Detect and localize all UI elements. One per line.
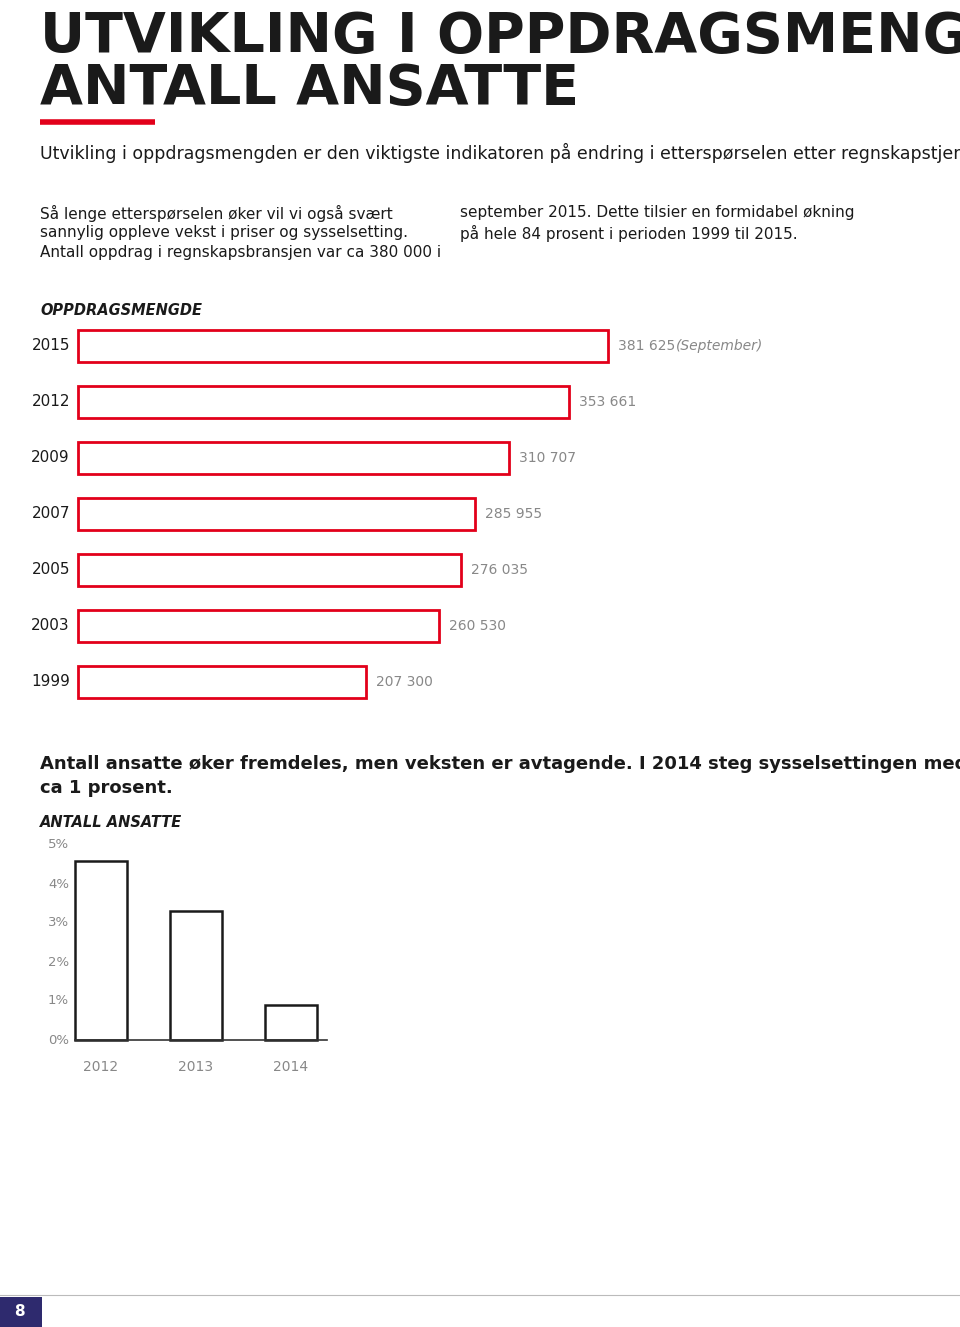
Bar bbox=[78, 442, 509, 474]
Bar bbox=[78, 498, 475, 529]
Text: 353 661: 353 661 bbox=[579, 395, 636, 409]
Bar bbox=[75, 861, 127, 1040]
Bar bbox=[78, 610, 440, 642]
Bar bbox=[78, 330, 608, 362]
Bar bbox=[265, 1005, 317, 1040]
Text: 2015: 2015 bbox=[32, 338, 70, 353]
Text: 2%: 2% bbox=[48, 955, 69, 969]
Text: ca 1 prosent.: ca 1 prosent. bbox=[40, 779, 173, 798]
Text: 2005: 2005 bbox=[32, 563, 70, 577]
Text: 2013: 2013 bbox=[179, 1060, 213, 1074]
Bar bbox=[170, 912, 222, 1040]
Text: 4%: 4% bbox=[48, 877, 69, 890]
Text: 8: 8 bbox=[14, 1304, 25, 1319]
Text: 2003: 2003 bbox=[32, 618, 70, 633]
Text: OPPDRAGSMENGDE: OPPDRAGSMENGDE bbox=[40, 303, 202, 318]
Text: på hele 84 prosent i perioden 1999 til 2015.: på hele 84 prosent i perioden 1999 til 2… bbox=[460, 226, 798, 242]
Text: 0%: 0% bbox=[48, 1034, 69, 1047]
Text: 2009: 2009 bbox=[32, 450, 70, 466]
Text: 1999: 1999 bbox=[31, 674, 70, 690]
Text: 207 300: 207 300 bbox=[375, 675, 433, 689]
Text: 285 955: 285 955 bbox=[485, 507, 541, 522]
Text: 381 625: 381 625 bbox=[617, 338, 675, 353]
Text: 2007: 2007 bbox=[32, 507, 70, 522]
Text: 1%: 1% bbox=[48, 994, 69, 1007]
Text: Antall ansatte øker fremdeles, men veksten er avtagende. I 2014 steg sysselsetti: Antall ansatte øker fremdeles, men vekst… bbox=[40, 755, 960, 774]
Text: 2012: 2012 bbox=[84, 1060, 119, 1074]
Bar bbox=[78, 666, 366, 698]
Bar bbox=[0, 1296, 42, 1327]
Bar bbox=[78, 553, 461, 587]
Text: Utvikling i oppdragsmengden er den viktigste indikatoren på endring i etterspørs: Utvikling i oppdragsmengden er den vikti… bbox=[40, 143, 960, 163]
Text: sannylig oppleve vekst i priser og sysselsetting.: sannylig oppleve vekst i priser og sysse… bbox=[40, 226, 408, 240]
Bar bbox=[78, 386, 568, 418]
Text: september 2015. Dette tilsier en formidabel økning: september 2015. Dette tilsier en formida… bbox=[460, 204, 854, 220]
Text: Så lenge etterspørselen øker vil vi også svært: Så lenge etterspørselen øker vil vi også… bbox=[40, 204, 393, 222]
Text: 276 035: 276 035 bbox=[471, 563, 528, 577]
Text: 5%: 5% bbox=[48, 839, 69, 852]
Text: ANTALL ANSATTE: ANTALL ANSATTE bbox=[40, 815, 182, 829]
Text: 260 530: 260 530 bbox=[449, 618, 507, 633]
Text: 3%: 3% bbox=[48, 917, 69, 929]
Text: 310 707: 310 707 bbox=[519, 451, 576, 464]
Text: Antall oppdrag i regnskapsbransjen var ca 380 000 i: Antall oppdrag i regnskapsbransjen var c… bbox=[40, 245, 442, 260]
Text: (September): (September) bbox=[676, 338, 763, 353]
Text: UTVIKLING I OPPDRAGSMENGDE OG: UTVIKLING I OPPDRAGSMENGDE OG bbox=[40, 11, 960, 64]
Text: 2014: 2014 bbox=[274, 1060, 308, 1074]
Text: 2012: 2012 bbox=[32, 394, 70, 410]
Text: ANTALL ANSATTE: ANTALL ANSATTE bbox=[40, 62, 579, 115]
